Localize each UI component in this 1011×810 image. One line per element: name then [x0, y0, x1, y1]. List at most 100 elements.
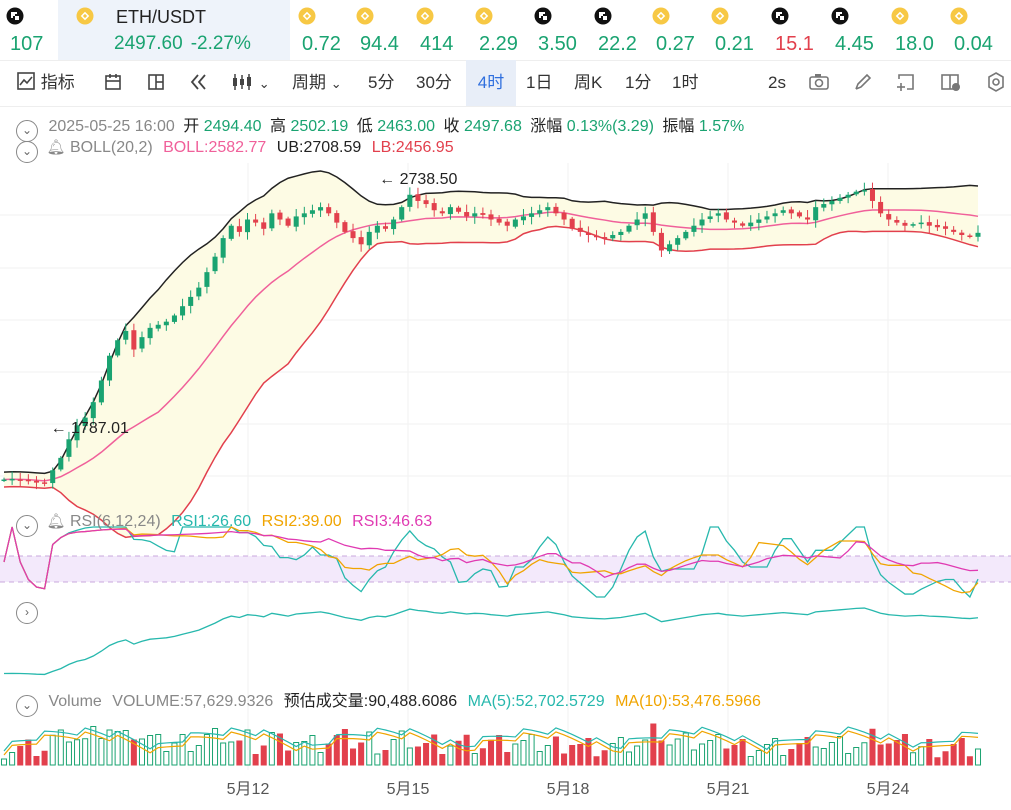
bnb-icon — [298, 7, 316, 25]
ticker-11[interactable]: 4.45 — [831, 0, 879, 60]
ticker-0[interactable]: 107 — [6, 0, 54, 60]
ticker-1[interactable]: ETH/USDT 2497.60 -2.27% — [58, 0, 290, 60]
interval-6[interactable]: 1时 — [672, 73, 699, 92]
volume-bar — [674, 738, 681, 766]
candle-date: 2025-05-25 16:00 — [48, 118, 175, 135]
volume-bar — [163, 751, 170, 766]
add-indicator-button[interactable] — [895, 60, 917, 106]
amplitude-value: 1.57% — [698, 118, 745, 135]
interval-0[interactable]: 5分 — [368, 73, 395, 92]
candle-body — [82, 417, 88, 427]
boll-ub-label: UB: — [276, 139, 304, 156]
candle-body — [780, 210, 786, 213]
compare-icon — [941, 74, 960, 91]
interval-3[interactable]: 1日 — [526, 73, 553, 92]
checker-icon — [594, 7, 612, 25]
volume-bar — [276, 733, 283, 766]
volume-bar — [57, 729, 64, 766]
interval-2[interactable]: 4时 — [466, 60, 516, 106]
volume-bar — [739, 739, 746, 766]
candle-body — [74, 425, 80, 441]
volume-bar — [228, 741, 235, 766]
bnb-icon — [416, 7, 434, 25]
ticker-3[interactable]: 94.4 — [356, 0, 404, 60]
ticker-value: 3.50 — [538, 33, 577, 55]
candle-body — [699, 219, 705, 226]
candle-body — [439, 211, 445, 214]
ticker-8[interactable]: 0.27 — [652, 0, 700, 60]
volume-bar — [325, 743, 332, 766]
ticker-7[interactable]: 22.2 — [594, 0, 642, 60]
draw-button[interactable] — [853, 60, 873, 106]
candle-body — [829, 200, 835, 205]
layout-button[interactable] — [146, 60, 166, 106]
volume-bar — [837, 736, 844, 766]
volume-bar — [585, 738, 592, 766]
drawing-tool-button[interactable] — [103, 60, 123, 106]
volume-bar — [853, 747, 860, 766]
candle-body — [139, 337, 145, 349]
ticker-price: 2497.60 -2.27% — [114, 33, 251, 55]
chart-type-button[interactable]: ⌄ — [230, 60, 270, 106]
volume-bar — [715, 734, 722, 766]
ticker-6[interactable]: 3.50 — [534, 0, 582, 60]
candle-body — [626, 225, 632, 232]
candle-body — [805, 217, 811, 220]
collapse-chevron-icon[interactable]: ⌄ — [16, 515, 38, 537]
checker-icon — [771, 7, 789, 25]
expand-pane-button[interactable]: › — [16, 602, 38, 624]
ticker-9[interactable]: 0.21 — [711, 0, 759, 60]
oscillator-line — [3, 607, 979, 676]
gear-icon — [988, 72, 1004, 92]
bnb-icon — [76, 7, 94, 25]
boll-upper-line — [3, 170, 979, 475]
settings-button[interactable] — [985, 60, 1007, 106]
volume-bar — [317, 752, 324, 766]
candle-body — [967, 235, 973, 237]
collapse-chevron-icon[interactable]: ⌄ — [16, 695, 38, 717]
candle-body — [934, 224, 940, 228]
period-dropdown[interactable]: 周期 ⌄ — [292, 60, 342, 106]
refresh-rate[interactable]: 2s — [768, 73, 786, 92]
interval-4[interactable]: 周K — [574, 73, 603, 92]
candle-body — [399, 207, 405, 220]
volume-bar — [820, 748, 827, 766]
bnb-icon — [652, 7, 670, 25]
candle-body — [464, 212, 470, 217]
indicator-button[interactable]: 指标 — [16, 60, 75, 106]
ticker-value: 4.45 — [835, 33, 874, 55]
candle-body — [90, 402, 96, 419]
volume-bar — [65, 741, 72, 766]
bell-icon[interactable]: 🔔︎ — [46, 513, 66, 530]
chevron-down-icon: ⌄ — [258, 76, 270, 91]
checker-icon — [831, 7, 849, 25]
ticker-12[interactable]: 18.0 — [891, 0, 939, 60]
candle-body — [813, 207, 819, 221]
candle-body — [772, 213, 778, 217]
ticker-10[interactable]: 15.1 — [771, 0, 819, 60]
volume-bar — [423, 743, 430, 766]
interval-5[interactable]: 1分 — [625, 73, 652, 92]
replay-button[interactable] — [188, 60, 210, 106]
volume-bar — [268, 732, 275, 766]
ohlc-info-row: ⌄ 2025-05-25 16:00 开 2494.40 高 2502.19 低… — [16, 112, 744, 142]
volume-bar — [414, 746, 421, 766]
ticker-pair: ETH/USDT — [116, 7, 206, 27]
volume-bar — [504, 752, 511, 766]
bell-icon[interactable]: 🔔︎ — [46, 139, 66, 156]
collapse-chevron-icon[interactable]: ⌄ — [16, 141, 38, 163]
volume-bar — [699, 743, 706, 766]
screenshot-button[interactable] — [808, 60, 830, 106]
interval-1[interactable]: 30分 — [416, 73, 452, 92]
volume-bar — [845, 753, 852, 766]
ticker-2[interactable]: 0.72 — [298, 0, 346, 60]
volume-bar — [130, 739, 137, 766]
candle-body — [520, 216, 526, 221]
volume-bar — [772, 738, 779, 766]
volume-bar — [666, 744, 673, 766]
ticker-5[interactable]: 2.29 — [475, 0, 523, 60]
ticker-4[interactable]: 414 — [416, 0, 464, 60]
ticker-13[interactable]: 0.04 — [950, 0, 998, 60]
volume-bar — [707, 740, 714, 766]
compare-button[interactable] — [940, 60, 962, 106]
